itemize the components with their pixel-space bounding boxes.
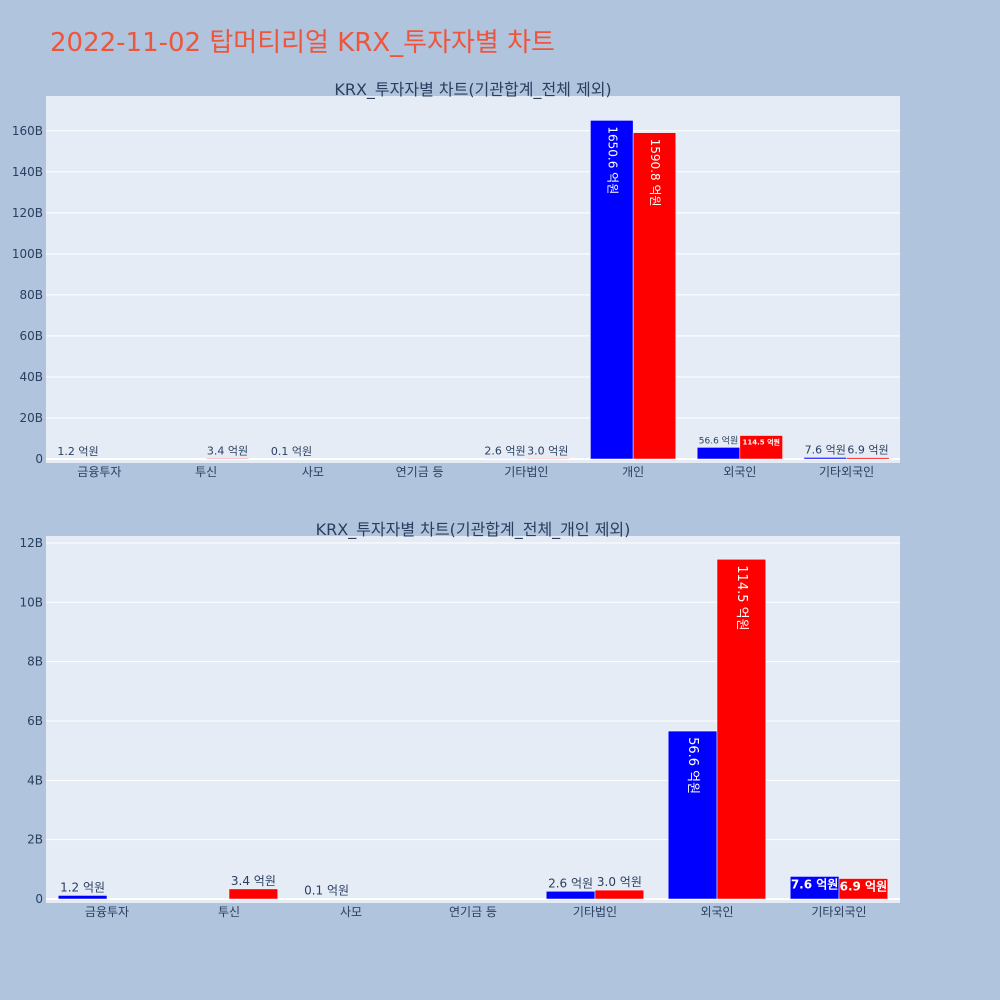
bar [590, 120, 634, 460]
chart-2: KRX_투자자별 차트(기관합계_전체_개인 제외) 0 2B 4B 6B 8B 10B 12… [19, 520, 900, 919]
x-tick-label: 기타법인 [573, 905, 617, 919]
data-label: 114.5 억원 [742, 438, 779, 447]
bar [632, 132, 677, 460]
data-label: 3.0 억원 [597, 875, 642, 889]
y-tick-label: 160B [12, 124, 43, 138]
y-tick-label: 0 [35, 452, 43, 466]
bar [739, 435, 783, 460]
bar [846, 457, 890, 460]
data-label: 56.6 억원 [685, 737, 700, 794]
x-tick-label: 연기금 등 [449, 905, 497, 919]
x-tick-label: 연기금 등 [396, 465, 444, 479]
data-label: 6.9 억원 [847, 444, 888, 457]
x-tick-label: 외국인 [723, 465, 756, 479]
y-tick-label: 20B [19, 411, 43, 425]
bar [526, 458, 570, 460]
bar [667, 730, 718, 900]
data-label: 114.5 억원 [734, 565, 749, 630]
y-tick-label: 100B [12, 247, 43, 261]
y-tick-label: 2B [27, 833, 43, 847]
bar [696, 447, 741, 460]
y-tick-label: 60B [19, 329, 43, 343]
page-title: 2022-11-02 탑머티리얼 KRX_투자자별 차트 [50, 28, 555, 58]
x-tick-label: 기타외국인 [819, 465, 874, 479]
bar [803, 457, 847, 460]
y-tick-label: 120B [12, 206, 43, 220]
y-tick-label: 0 [35, 892, 43, 906]
y-tick-label: 12B [19, 536, 43, 550]
plot-area [46, 96, 900, 463]
x-tick-label: 외국인 [700, 905, 733, 919]
x-tick-label: 투신 [195, 465, 217, 479]
y-tick-label: 8B [27, 655, 43, 669]
plot-area [46, 536, 900, 903]
bar [838, 878, 889, 900]
data-label: 3.4 억원 [231, 874, 276, 888]
data-label: 0.1 억원 [271, 445, 312, 458]
data-label: 6.9 억원 [840, 880, 888, 894]
data-label: 0.1 억원 [304, 884, 349, 898]
data-label: 1650.6 억원 [605, 126, 619, 194]
data-label: 1.2 억원 [57, 445, 98, 458]
chart-1: KRX_투자자별 차트(기관합계_전체 제외) 0 20B 40B 60B 80B 100B… [12, 80, 900, 479]
data-label: 3.4 억원 [207, 444, 248, 457]
x-tick-label: 개인 [622, 465, 644, 479]
data-label: 7.6 억원 [791, 877, 839, 891]
y-tick-label: 6B [27, 714, 43, 728]
x-tick-label: 금융투자 [85, 905, 129, 919]
chart-title: KRX_투자자별 차트(기관합계_전체 제외) [334, 80, 611, 100]
data-label: 1590.8 억원 [648, 139, 662, 207]
data-label: 3.0 억원 [527, 444, 568, 457]
bar [205, 458, 250, 460]
bar [57, 895, 108, 900]
chart-title: KRX_투자자별 차트(기관합계_전체_개인 제외) [316, 520, 631, 540]
data-label: 7.6 억원 [805, 443, 846, 456]
x-tick-label: 사모 [340, 905, 362, 919]
bar [228, 888, 279, 900]
bar [545, 891, 596, 900]
y-tick-label: 80B [19, 288, 43, 302]
y-tick-label: 10B [19, 595, 43, 609]
bar [483, 458, 527, 460]
data-label: 1.2 억원 [60, 880, 105, 894]
x-tick-label: 기타외국인 [811, 905, 866, 919]
y-tick-label: 4B [27, 773, 43, 787]
y-tick-label: 40B [19, 370, 43, 384]
x-tick-label: 기타법인 [504, 465, 548, 479]
data-label: 2.6 억원 [548, 876, 593, 890]
x-tick-label: 금융투자 [77, 465, 121, 479]
data-label: 2.6 억원 [484, 444, 525, 457]
data-label: 56.6 억원 [699, 434, 738, 446]
bar [716, 559, 767, 900]
bar [594, 889, 645, 900]
x-tick-label: 사모 [302, 465, 324, 479]
y-tick-label: 140B [12, 165, 43, 179]
x-tick-label: 투신 [218, 905, 240, 919]
